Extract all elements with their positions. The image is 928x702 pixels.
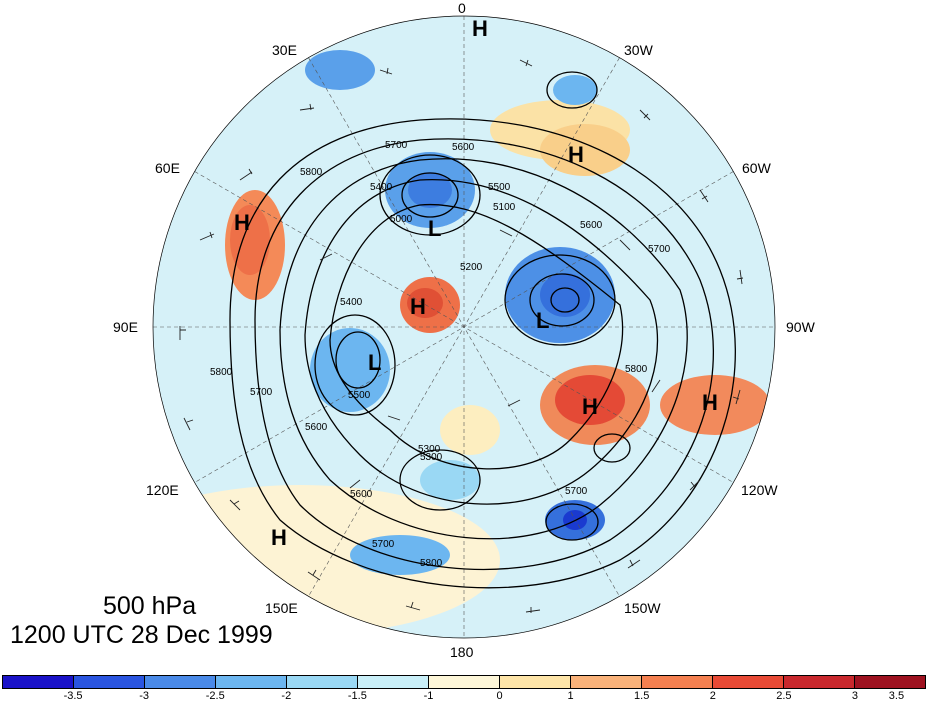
high-center: H bbox=[410, 294, 426, 319]
longitude-label: 120E bbox=[146, 482, 179, 498]
colorbar-swatch bbox=[784, 676, 855, 688]
anomaly-colorbar bbox=[2, 675, 926, 689]
contour-label: 5200 bbox=[460, 262, 483, 273]
colorbar-tick-label: 2 bbox=[709, 690, 716, 702]
high-center: H bbox=[582, 394, 598, 419]
map-boundary bbox=[152, 15, 776, 639]
high-center: H bbox=[271, 525, 287, 550]
longitude-label: 150W bbox=[624, 600, 661, 616]
contour-label: 5500 bbox=[488, 182, 511, 193]
colorbar-swatch bbox=[358, 676, 429, 688]
colorbar-tick-label: 1 bbox=[567, 690, 574, 702]
contour-label: 5500 bbox=[348, 390, 371, 401]
contour-label: 5700 bbox=[372, 539, 395, 550]
longitude-label: 180 bbox=[450, 644, 474, 660]
contour-label: 5100 bbox=[493, 202, 516, 213]
contour-label: 5800 bbox=[420, 558, 443, 569]
wind-barbs bbox=[179, 59, 744, 613]
high-center: H bbox=[702, 390, 718, 415]
colorbar-swatch bbox=[287, 676, 358, 688]
colorbar-tick-label: -1.5 bbox=[347, 690, 367, 702]
low-center: L bbox=[536, 308, 549, 333]
colorbar-tick-label: -2.5 bbox=[205, 690, 225, 702]
contour-label: 5700 bbox=[648, 244, 671, 255]
contour-label: 5600 bbox=[452, 142, 475, 153]
contour-label: 5700 bbox=[385, 140, 408, 151]
contour-label: 5400 bbox=[340, 297, 363, 308]
colorbar-swatch bbox=[855, 676, 925, 688]
contour-label: 5400 bbox=[370, 182, 393, 193]
low-center: L bbox=[428, 216, 441, 241]
colorbar-swatch bbox=[429, 676, 500, 688]
colorbar-tick-label: -3 bbox=[139, 690, 150, 702]
colorbar-tick-label: 0 bbox=[496, 690, 503, 702]
contour-label: 5700 bbox=[565, 486, 588, 497]
contour-label: 5800 bbox=[300, 167, 323, 178]
colorbar-tick-label: 2.5 bbox=[776, 690, 792, 702]
colorbar-tick-label: 3.5 bbox=[888, 690, 905, 702]
longitude-label: 120W bbox=[741, 482, 778, 498]
contour-label: 5300 bbox=[418, 444, 441, 455]
colorbar-swatch bbox=[571, 676, 642, 688]
colorbar-swatch bbox=[3, 676, 74, 688]
height-contours bbox=[229, 71, 736, 589]
colorbar-tick-label: 1.5 bbox=[634, 690, 650, 702]
contour-label: 5800 bbox=[625, 364, 648, 375]
contour-label: 5800 bbox=[210, 367, 233, 378]
high-center: H bbox=[568, 142, 584, 167]
pressure-center-layer: H H H H H H H L L L bbox=[234, 16, 718, 550]
colorbar-swatch bbox=[145, 676, 216, 688]
colorbar-swatch bbox=[713, 676, 784, 688]
colorbar-swatch bbox=[642, 676, 713, 688]
contour-label: 5600 bbox=[350, 489, 373, 500]
longitude-label: 60W bbox=[742, 160, 771, 176]
pressure-level-caption: 500 hPa bbox=[103, 592, 197, 620]
low-center: L bbox=[368, 350, 381, 375]
high-center: H bbox=[234, 210, 250, 235]
high-center: H bbox=[472, 16, 488, 41]
colorbar-tick-label: -1 bbox=[423, 690, 434, 702]
contour-label: 5000 bbox=[390, 214, 413, 225]
contour-label: 5700 bbox=[250, 387, 273, 398]
colorbar-tick-label: -2 bbox=[281, 690, 292, 702]
colorbar-swatch bbox=[216, 676, 287, 688]
colorbar-swatch bbox=[74, 676, 145, 688]
graticule bbox=[153, 16, 775, 638]
contour-label: 5600 bbox=[580, 220, 603, 231]
colorbar-tick-label: -3.5 bbox=[63, 690, 83, 702]
longitude-label: 30E bbox=[272, 42, 297, 58]
longitude-label: 90W bbox=[786, 319, 815, 335]
longitude-label: 0 bbox=[458, 0, 466, 16]
longitude-label: 30W bbox=[624, 42, 653, 58]
colorbar-swatch bbox=[500, 676, 571, 688]
longitude-label: 90E bbox=[113, 319, 138, 335]
contour-label: 5600 bbox=[305, 422, 328, 433]
contour-label-layer: 5700 5800 5600 5500 5400 5300 5200 5000 … bbox=[210, 140, 671, 569]
longitude-label: 60E bbox=[155, 160, 180, 176]
longitude-label: 150E bbox=[265, 600, 298, 616]
contour-label: 5300 bbox=[420, 452, 443, 463]
valid-time-caption: 1200 UTC 28 Dec 1999 bbox=[10, 621, 273, 649]
colorbar-tick-label: 3 bbox=[851, 690, 858, 702]
